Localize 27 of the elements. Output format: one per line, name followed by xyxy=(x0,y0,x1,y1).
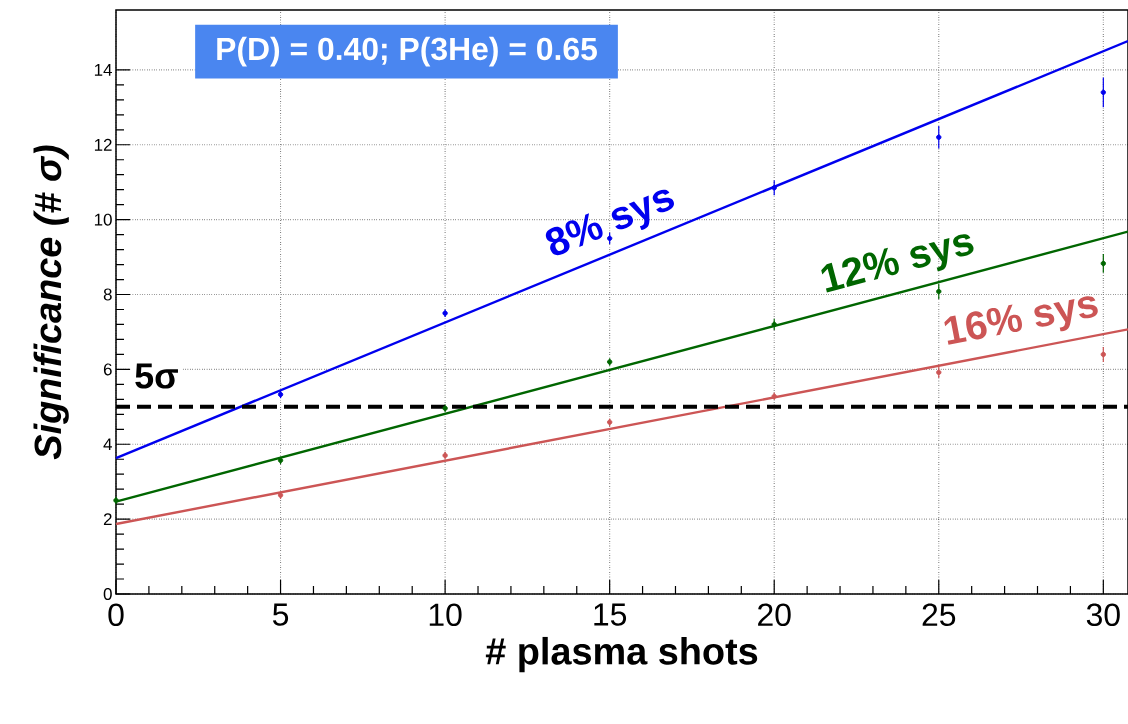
x-tick-label: 20 xyxy=(758,603,791,627)
text: 12% sys xyxy=(821,234,974,293)
y-tick-label: 2 xyxy=(103,513,112,526)
x-axis-title: # plasma shots xyxy=(485,636,758,673)
ref-line-label: 5σ xyxy=(135,363,178,389)
y-axis-title: Significance (# σ) xyxy=(33,145,69,460)
annotation: P(D) = 0.40; P(3He) = 0.65 xyxy=(217,36,597,67)
point xyxy=(936,288,942,295)
y-tick-label: 6 xyxy=(103,363,112,376)
point xyxy=(771,185,777,191)
point xyxy=(1100,260,1107,267)
x-tick-label: 5 xyxy=(272,603,289,626)
text: 16% sys xyxy=(944,296,1098,345)
point xyxy=(1100,89,1107,96)
x-tick-label: 30 xyxy=(1086,603,1120,627)
point xyxy=(936,134,942,140)
y-tick-label: 12 xyxy=(94,138,112,151)
x-tick-label: 15 xyxy=(594,603,627,626)
y-tick-label: 10 xyxy=(94,213,112,226)
x-tick-label: 25 xyxy=(922,603,956,627)
y-tick-label: 8 xyxy=(103,288,112,301)
point xyxy=(1100,351,1107,358)
text: 8% sys xyxy=(545,189,675,256)
y-tick-label: 0 xyxy=(103,588,112,600)
x-tick-label: 10 xyxy=(429,603,462,627)
y-tick-label: 4 xyxy=(103,438,112,451)
y-tick-label: 14 xyxy=(94,64,112,76)
